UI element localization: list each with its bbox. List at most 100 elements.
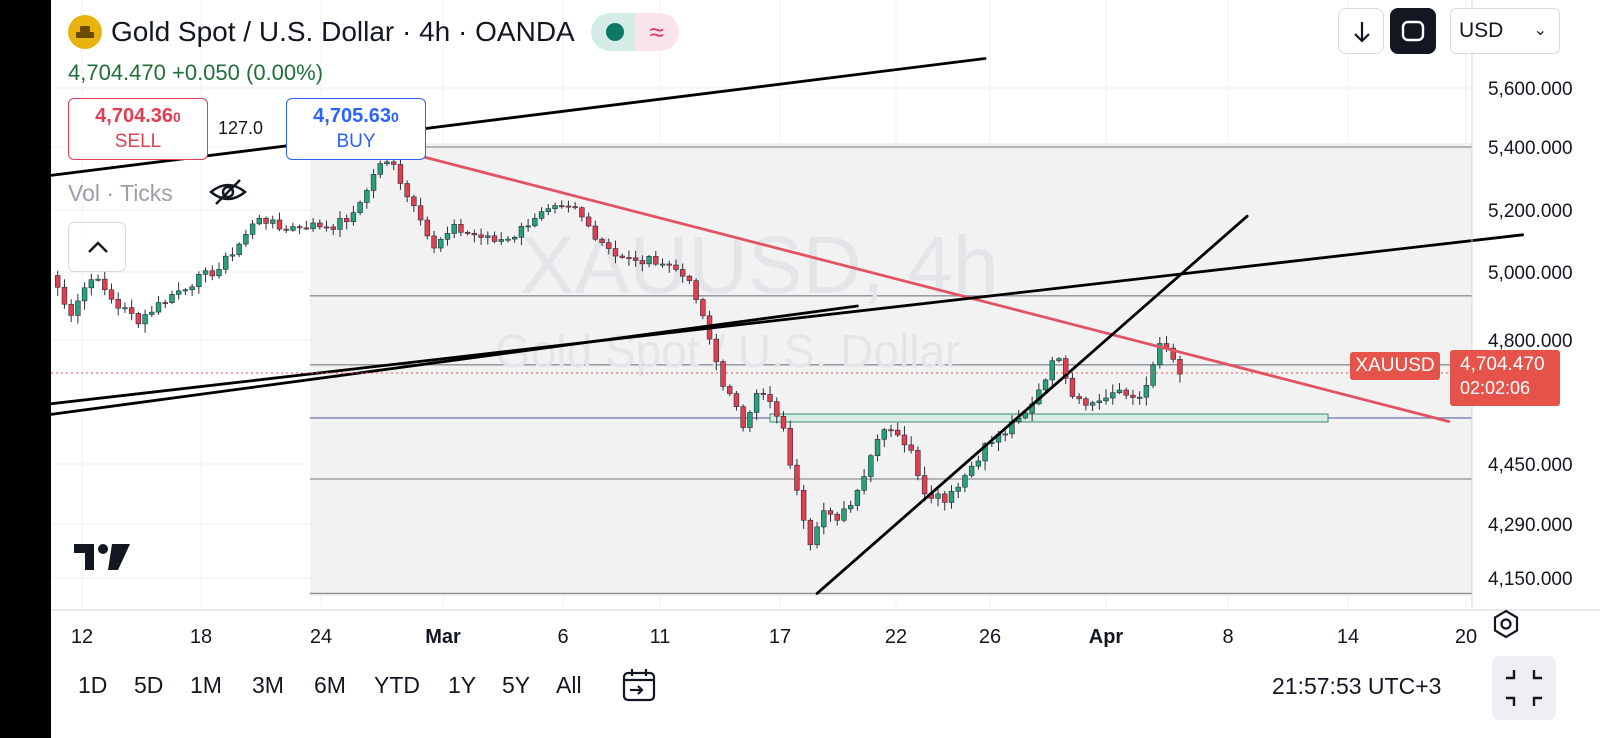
candle-93 — [673, 259, 679, 272]
symbol-price-tag: XAUUSD — [1350, 352, 1440, 380]
candle-110 — [787, 420, 793, 469]
candle-39 — [310, 218, 316, 232]
candle-150 — [1056, 357, 1062, 363]
candle-85 — [619, 253, 625, 259]
spread-value: 127.0 — [218, 118, 264, 138]
buy-label: BUY — [336, 131, 376, 152]
candle-52 — [397, 157, 404, 190]
fullscreen-icon — [1401, 20, 1425, 42]
chevron-down-icon: ⌄ — [1533, 22, 1547, 39]
calendar-goto-icon[interactable] — [620, 666, 658, 704]
collapse-fullscreen-button[interactable] — [1492, 656, 1556, 720]
symbol-header[interactable]: Gold Spot / U.S. Dollar · 4h · OANDA ≈ — [68, 13, 679, 51]
candle-108 — [774, 397, 780, 424]
trendline-black-mid-1[interactable] — [49, 233, 1525, 406]
candle-111 — [794, 458, 800, 496]
candle-158 — [1110, 384, 1116, 405]
candle-125 — [888, 424, 894, 437]
range-button-ytd[interactable]: YTD — [374, 672, 420, 698]
range-button-1y[interactable]: 1Y — [448, 672, 477, 698]
candle-29 — [243, 229, 249, 248]
candle-121 — [861, 469, 867, 495]
time-axis[interactable]: 12 18 24 Mar 6 11 17 22 26 Apr 8 14 20 — [71, 626, 1477, 648]
candle-78 — [572, 201, 578, 210]
candle-35 — [283, 225, 289, 234]
currency-select[interactable]: USD ⌄ — [1450, 8, 1560, 54]
range-button-all[interactable]: All — [556, 672, 582, 698]
candle-132 — [935, 489, 941, 507]
candle-77 — [565, 200, 572, 213]
download-button[interactable] — [1338, 8, 1384, 54]
market-status-icon — [590, 13, 635, 51]
y-tick-label-4: 4,800.000 — [1488, 331, 1573, 352]
candle-120 — [854, 488, 861, 511]
candle-104 — [747, 410, 753, 433]
candle-45 — [350, 205, 357, 226]
candle-22 — [196, 271, 202, 294]
candle-15 — [149, 305, 155, 318]
clock-timezone[interactable]: 21:57:53 UTC+3 — [1272, 673, 1442, 699]
candle-59 — [444, 226, 451, 246]
candle-153 — [1076, 393, 1082, 404]
candle-161 — [1130, 389, 1136, 405]
trendline-black-mid-2[interactable] — [49, 304, 859, 416]
settings-icon[interactable] — [1490, 608, 1522, 640]
candle-25 — [216, 262, 222, 279]
candle-74 — [545, 204, 551, 216]
hide-eye-icon[interactable] — [208, 176, 248, 208]
candle-91 — [659, 258, 666, 268]
candle-11 — [122, 302, 128, 313]
candle-92 — [666, 260, 672, 273]
collapse-legend-button[interactable] — [68, 222, 126, 272]
range-button-1m[interactable]: 1M — [190, 672, 222, 698]
candle-123 — [874, 434, 881, 462]
candle-44 — [343, 214, 350, 230]
candle-136 — [962, 473, 968, 493]
status-pill[interactable]: ≈ — [590, 13, 679, 51]
candle-133 — [942, 490, 948, 511]
candle-163 — [1143, 376, 1150, 406]
candle-155 — [1089, 401, 1096, 412]
candle-73 — [538, 207, 545, 221]
candle-117 — [834, 511, 840, 526]
candles — [55, 154, 1183, 551]
y-tick-label-0: 5,600.000 — [1488, 79, 1573, 100]
candle-23 — [202, 267, 209, 283]
x-tick-label-4: 6 — [557, 626, 568, 648]
candle-69 — [511, 235, 518, 243]
candle-86 — [626, 250, 632, 266]
candle-107 — [767, 386, 773, 409]
candle-5 — [81, 282, 88, 310]
candle-106 — [760, 388, 767, 400]
candle-58 — [438, 237, 444, 252]
candle-36 — [290, 222, 296, 232]
candle-71 — [525, 219, 531, 232]
buy-button[interactable]: 4,705.630 BUY — [286, 98, 426, 160]
candle-28 — [236, 242, 242, 258]
range-button-6m[interactable]: 6M — [314, 672, 346, 698]
volume-indicator-label[interactable]: Vol · Ticks — [68, 180, 173, 206]
range-button-3m[interactable]: 3M — [252, 672, 284, 698]
candle-114 — [814, 521, 820, 549]
range-button-1d[interactable]: 1D — [78, 672, 108, 698]
candle-20 — [182, 288, 189, 296]
trendline-red-resistance[interactable] — [372, 142, 1451, 423]
sell-button[interactable]: 4,704.360 SELL — [68, 98, 208, 160]
candle-17 — [162, 299, 168, 308]
trendline-black-rising-support[interactable] — [815, 214, 1249, 595]
price-axis[interactable]: 5,600.000 5,400.000 5,200.000 5,000.000 4,80… — [1488, 79, 1573, 590]
candle-42 — [330, 224, 336, 235]
range-button-5y[interactable]: 5Y — [502, 672, 531, 698]
candle-81 — [592, 220, 599, 242]
symbol-title[interactable]: Gold Spot / U.S. Dollar · 4h · OANDA — [111, 16, 575, 47]
candle-66 — [491, 231, 498, 244]
candle-38 — [303, 220, 310, 231]
shrink-icon — [1506, 670, 1542, 706]
sell-price: 4,704.360 — [95, 105, 181, 127]
fullscreen-button[interactable] — [1390, 8, 1436, 54]
bar-countdown: 02:02:06 — [1460, 378, 1531, 398]
candle-99 — [713, 333, 719, 371]
y-tick-label-7: 4,150.000 — [1488, 569, 1573, 590]
range-button-5d[interactable]: 5D — [134, 672, 164, 698]
